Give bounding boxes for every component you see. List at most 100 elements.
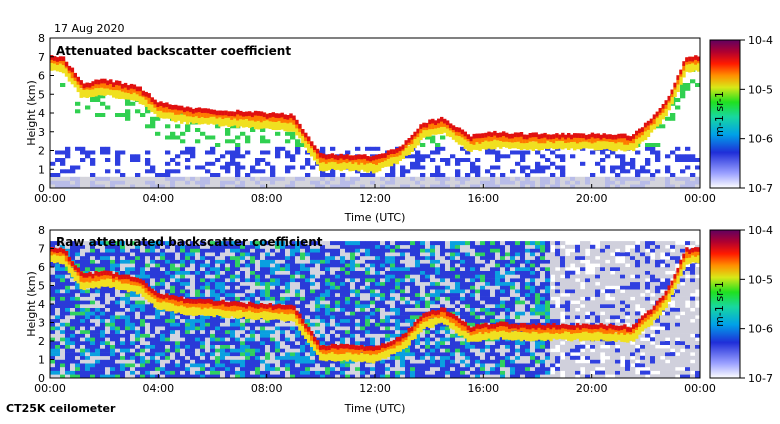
heatmap-cell [375, 289, 380, 293]
heatmap-cell [95, 304, 100, 308]
heatmap-cell [130, 260, 135, 264]
heatmap-cell [470, 286, 475, 290]
heatmap-cell [305, 293, 310, 297]
heatmap-cell [475, 158, 480, 162]
heatmap-cell [80, 256, 85, 260]
cloud-layer-cell [74, 73, 77, 78]
cloud-layer-cell [97, 80, 100, 85]
heatmap-cell [300, 367, 305, 371]
heatmap-cell [130, 356, 135, 360]
heatmap-cell [310, 304, 315, 308]
heatmap-cell [95, 181, 100, 185]
heatmap-cell [285, 249, 290, 253]
heatmap-cell [50, 334, 55, 338]
heatmap-cell [325, 330, 330, 334]
heatmap-cell [350, 371, 355, 375]
heatmap-cell [230, 256, 235, 260]
heatmap-cell [445, 256, 450, 260]
heatmap-cell [130, 252, 135, 256]
heatmap-cell [185, 326, 190, 330]
heatmap-cell [425, 286, 430, 290]
heatmap-cell [75, 256, 80, 260]
heatmap-cell [280, 367, 285, 371]
heatmap-cell [355, 315, 360, 319]
heatmap-cell [355, 297, 360, 301]
heatmap-cell [330, 371, 335, 375]
cloud-layer-cell [286, 115, 289, 120]
heatmap-cell [50, 297, 55, 301]
heatmap-cell [70, 367, 75, 371]
heatmap-cell [395, 289, 400, 293]
heatmap-cell [320, 323, 325, 327]
heatmap-cell [95, 256, 100, 260]
heatmap-cell [255, 278, 260, 282]
heatmap-cell [250, 323, 255, 327]
heatmap-cell [490, 260, 495, 264]
heatmap-cell [90, 356, 95, 360]
heatmap-cell [315, 308, 320, 312]
cloud-layer-cell [292, 116, 295, 121]
heatmap-cell [460, 181, 465, 185]
heatmap-cell [475, 345, 480, 349]
heatmap-cell [685, 154, 690, 158]
heatmap-cell [265, 367, 270, 371]
heatmap-cell [280, 337, 285, 341]
heatmap-cell [320, 297, 325, 301]
cloud-layer-cell [641, 127, 644, 132]
heatmap-cell [580, 177, 585, 181]
heatmap-cell [110, 356, 115, 360]
heatmap-cell [130, 154, 135, 158]
cloud-layer-cell [251, 112, 254, 117]
heatmap-cell [435, 334, 440, 338]
cloud-layer-cell [351, 155, 354, 160]
heatmap-cell [480, 300, 485, 304]
cloud-layer-cell [413, 132, 416, 137]
heatmap-cell [605, 181, 610, 185]
heatmap-cell [560, 158, 565, 162]
cloud-layer-cell [668, 96, 671, 101]
heatmap-cell [345, 363, 350, 367]
heatmap-cell [190, 334, 195, 338]
heatmap-cell [275, 360, 280, 364]
heatmap-cell [435, 337, 440, 341]
heatmap-cell [55, 345, 60, 349]
heatmap-cell [295, 249, 300, 253]
heatmap-cell [340, 260, 345, 264]
heatmap-cell [120, 263, 125, 267]
cloud-layer-cell [189, 107, 192, 112]
heatmap-cell [280, 274, 285, 278]
heatmap-cell [220, 323, 225, 327]
heatmap-cell [180, 278, 185, 282]
heatmap-cell [450, 289, 455, 293]
cloud-layer-cell [443, 119, 446, 124]
heatmap-cell [690, 181, 695, 185]
heatmap-cell [450, 260, 455, 264]
heatmap-cell [445, 271, 450, 275]
heatmap-cell [95, 345, 100, 349]
heatmap-cell [140, 181, 145, 185]
heatmap-cell [440, 334, 445, 338]
heatmap-cell [300, 286, 305, 290]
heatmap-cell [135, 256, 140, 260]
heatmap-cell [160, 330, 165, 334]
heatmap-cell [410, 278, 415, 282]
heatmap-cell [230, 337, 235, 341]
heatmap-cell [390, 300, 395, 304]
heatmap-cell [195, 319, 200, 323]
heatmap-cell [260, 348, 265, 352]
heatmap-cell [440, 241, 445, 245]
heatmap-cell [375, 267, 380, 271]
heatmap-cell [415, 304, 420, 308]
heatmap-cell [430, 330, 435, 334]
heatmap-cell [375, 249, 380, 253]
heatmap-cell [370, 274, 375, 278]
heatmap-cell [225, 341, 230, 345]
heatmap-cell [395, 326, 400, 330]
heatmap-cell [100, 293, 105, 297]
heatmap-cell [455, 337, 460, 341]
heatmap-cell [360, 181, 365, 185]
heatmap-cell [360, 297, 365, 301]
heatmap-cell [240, 249, 245, 253]
heatmap-cell [90, 289, 95, 293]
heatmap-cell [365, 282, 370, 286]
